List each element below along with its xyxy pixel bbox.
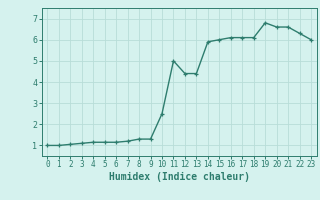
X-axis label: Humidex (Indice chaleur): Humidex (Indice chaleur) (109, 172, 250, 182)
